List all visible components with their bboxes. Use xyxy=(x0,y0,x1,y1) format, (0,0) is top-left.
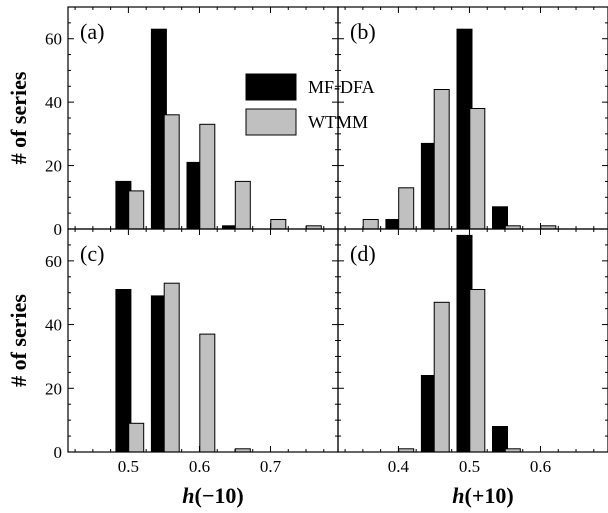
bar-wtmm-4 xyxy=(270,219,287,230)
panel-label: (c) xyxy=(80,241,104,266)
x-tick-label: 0.6 xyxy=(530,457,551,476)
bar-wtmm-2 xyxy=(469,289,486,453)
x-axis-title: h(−10) xyxy=(182,483,243,508)
panel-label: (a) xyxy=(80,19,104,44)
x-tick-label: 0.5 xyxy=(459,457,480,476)
bar-wtmm-1 xyxy=(163,114,180,230)
bar-wtmm-0 xyxy=(362,219,379,230)
panel-b: (b) xyxy=(337,6,608,230)
bar-wtmm-1 xyxy=(398,187,415,230)
panel-d: 0.4 0.5 0.6 (d) h(+10) xyxy=(337,228,608,508)
bar-wtmm-2 xyxy=(199,123,216,230)
bar-wtmm-2 xyxy=(199,333,216,453)
bar-wtmm-3 xyxy=(234,180,251,230)
y-tick-label: 60 xyxy=(45,30,62,49)
bar-wtmm-3 xyxy=(469,108,486,230)
y-tick-label: 20 xyxy=(45,379,62,398)
panel-c: 0 20 40 60 0.5 0.6 0.7 (c) # of series h(−10) xyxy=(6,228,339,508)
x-axis-title: h(+10) xyxy=(452,483,513,508)
bar-wtmm-1 xyxy=(163,282,180,453)
y-tick-label: 40 xyxy=(45,93,62,112)
y-tick-label: 40 xyxy=(45,316,62,335)
x-tick-label: 0.5 xyxy=(118,457,139,476)
legend-swatch-wtmm xyxy=(245,108,297,136)
legend-label-wtmm: WTMM xyxy=(308,112,368,132)
panel-a: 0 20 40 60 (a) # of series xyxy=(6,6,339,239)
y-tick-label: 20 xyxy=(45,157,62,176)
bar-mf-dfa-2 xyxy=(492,426,508,453)
panel-label: (b) xyxy=(350,19,376,44)
legend-label-mf-dfa: MF-DFA xyxy=(308,77,375,97)
x-tick-label: 0.4 xyxy=(388,457,410,476)
y-axis-title: # of series xyxy=(6,294,31,387)
y-axis-title: # of series xyxy=(6,71,31,164)
x-tick-label: 0.7 xyxy=(260,457,282,476)
y-tick-label: 0 xyxy=(54,443,63,462)
legend: MF-DFA WTMM xyxy=(245,73,375,136)
bar-wtmm-1 xyxy=(433,301,450,453)
bar-wtmm-0 xyxy=(128,422,145,453)
bar-wtmm-2 xyxy=(433,89,450,230)
legend-swatch-mf-dfa xyxy=(245,73,297,101)
bar-wtmm-0 xyxy=(128,190,145,230)
y-tick-label: 60 xyxy=(45,252,62,271)
panel-label: (d) xyxy=(350,241,376,266)
y-tick-label: 0 xyxy=(54,220,63,239)
x-tick-label: 0.6 xyxy=(189,457,210,476)
